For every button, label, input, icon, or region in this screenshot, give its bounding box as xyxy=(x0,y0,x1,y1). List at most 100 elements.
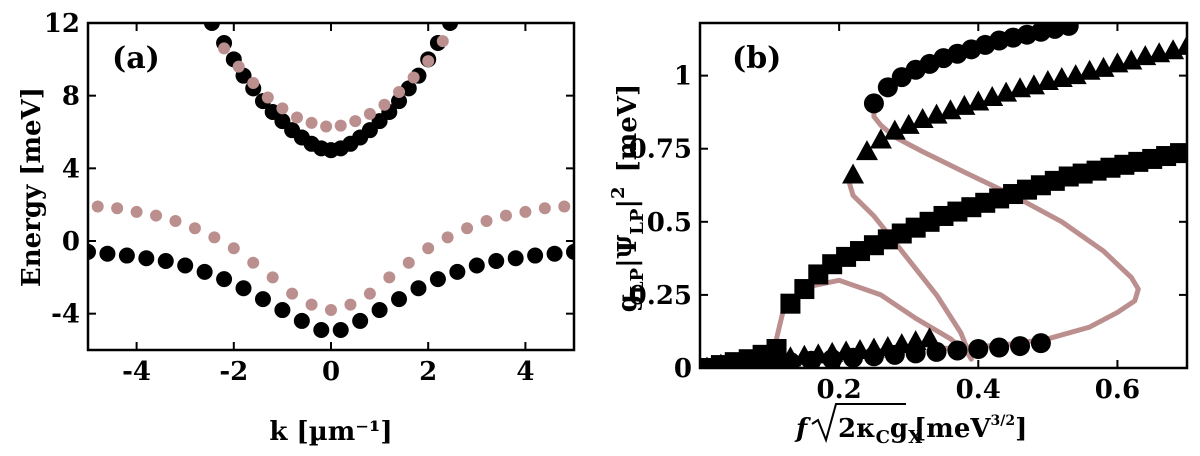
lower-branch-black-point xyxy=(449,263,466,280)
upper-branch-mauve-point xyxy=(334,119,347,132)
upper-branch-black-point xyxy=(203,23,220,31)
upper-branch-mauve-point xyxy=(305,116,318,129)
xlabel-unit-sup: 3/2 xyxy=(991,413,1016,429)
lower-branch-black-point xyxy=(235,280,252,297)
circles-stable-point xyxy=(947,340,968,361)
circles-stable-point xyxy=(1010,336,1031,357)
panel-b-frame xyxy=(698,21,1189,370)
lower-branch-black-point xyxy=(332,322,349,339)
panel-b-marks xyxy=(700,23,1187,368)
xlabel-g: g xyxy=(890,414,908,444)
lower-branch-black-point xyxy=(527,247,544,264)
lower-branch-mauve-point xyxy=(538,202,551,215)
circles-stable-point xyxy=(700,358,717,368)
y-tick-label: 0.75 xyxy=(629,135,692,165)
lower-branch-mauve-point xyxy=(422,242,435,255)
x-tick-label: 0.6 xyxy=(1095,375,1140,405)
lower-branch-mauve-point xyxy=(91,200,104,213)
ylabel-sub2: LP xyxy=(627,208,648,235)
marks-clip-group xyxy=(88,23,574,339)
lower-branch-black-point xyxy=(488,252,505,269)
circles-stable-point xyxy=(926,341,947,362)
upper-branch-mauve-point xyxy=(218,42,231,55)
ylabel-psi: |Ψ xyxy=(613,234,643,267)
upper-branch-mauve-point xyxy=(247,76,260,89)
x-tick-label: 0.4 xyxy=(956,375,1001,405)
lower-branch-black-point xyxy=(274,302,291,319)
triangles-stable-point xyxy=(897,113,920,134)
xlabel-sub-c: C xyxy=(876,427,890,448)
lower-branch-mauve-point xyxy=(227,242,240,255)
lower-branch-mauve-point xyxy=(286,287,299,300)
panel-a-marks xyxy=(88,23,574,339)
lower-branch-mauve-point xyxy=(208,231,221,244)
lower-branch-black-point xyxy=(410,280,427,297)
marks-clip-group xyxy=(700,23,1187,368)
x-tick-label: -4 xyxy=(122,357,151,387)
panel-a-tag: (a) xyxy=(112,41,160,76)
lower-branch-mauve-point xyxy=(383,271,396,284)
x-tick-label: 2 xyxy=(419,357,437,387)
xlabel-kappa: 2κ xyxy=(838,414,876,444)
upper-branch-mauve-point xyxy=(349,115,362,128)
lower-branch-black-point xyxy=(216,271,233,288)
upper-branch-mauve-point xyxy=(393,86,406,99)
y-tick-label: -4 xyxy=(51,300,80,330)
x-tick-label: 0.2 xyxy=(817,375,862,405)
ylabel-bar: | xyxy=(613,199,643,208)
ylabel-sub1: LP xyxy=(627,267,648,294)
y-tick-label: 12 xyxy=(44,9,80,39)
xlabel-radicand: 2κCgX xyxy=(838,414,922,448)
lower-branch-mauve-point xyxy=(519,205,532,218)
y-tick-label: 0.5 xyxy=(647,208,692,238)
upper-branch-mauve-point xyxy=(276,102,289,115)
lower-branch-black-point xyxy=(507,250,524,267)
circles-stable-point xyxy=(1058,23,1079,36)
lower-branch-black-point xyxy=(138,250,155,267)
upper-branch-black-point xyxy=(442,23,459,31)
triangles-stable-point xyxy=(883,119,906,140)
panel-a-xlabel: k [µm⁻¹] xyxy=(269,417,392,447)
circles-stable-point xyxy=(843,347,864,368)
triangles-stable-point xyxy=(1176,34,1187,55)
panel-a-ticks: -4 -2 0 2 4 -4 0 4 8 12 xyxy=(44,9,574,387)
upper-branch-mauve-point xyxy=(363,107,376,120)
y-tick-label: 4 xyxy=(62,154,80,184)
lower-branch-mauve-point xyxy=(344,298,357,311)
xlabel-unit: [meV3/2] xyxy=(914,413,1027,444)
x-tick-label: -2 xyxy=(219,357,248,387)
lower-branch-mauve-point xyxy=(363,287,376,300)
lower-branch-mauve-point xyxy=(188,222,201,235)
y-tick-label: 1 xyxy=(674,62,692,92)
circles-stable-point xyxy=(1030,333,1051,354)
lower-branch-black-point xyxy=(88,243,96,260)
circles-stable-point xyxy=(738,355,759,368)
lower-branch-black-point xyxy=(177,257,194,274)
circles-stable-point xyxy=(759,353,780,368)
x-tick-label: 4 xyxy=(516,357,534,387)
circles-stable-point xyxy=(905,343,926,364)
lower-branch-mauve-point xyxy=(169,215,182,228)
lower-branch-black-point xyxy=(118,247,135,264)
lower-branch-black-point xyxy=(157,252,174,269)
lower-branch-mauve-point xyxy=(480,215,493,228)
lower-branch-mauve-point xyxy=(461,222,474,235)
xlabel-sub-x: X xyxy=(908,427,922,448)
y-tick-label: 0 xyxy=(62,227,80,257)
lower-branch-black-point xyxy=(254,291,271,308)
lower-branch-mauve-point xyxy=(305,298,318,311)
y-tick-label: 0.25 xyxy=(629,281,692,311)
circles-stable-point xyxy=(780,352,801,368)
ylabel-unit: [meV] xyxy=(613,84,643,173)
circles-stable-point xyxy=(877,77,898,98)
panel-a-frame xyxy=(86,21,576,352)
upper-branch-mauve-point xyxy=(378,98,391,111)
panel-b-xlabel: f 2κCgX [meV3/2] xyxy=(794,403,1027,448)
lower-branch-black-point xyxy=(468,257,485,274)
xlabel-unit-main: [meV xyxy=(914,414,991,444)
triangles-stable-point xyxy=(869,128,892,149)
y-tick-label: 8 xyxy=(62,82,80,112)
lower-branch-mauve-point xyxy=(441,231,454,244)
lower-branch-black-point xyxy=(293,312,310,329)
